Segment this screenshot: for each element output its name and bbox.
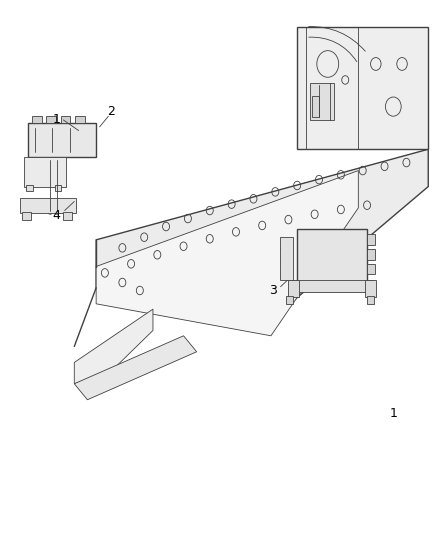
Bar [367, 264, 375, 274]
Bar [46, 116, 56, 123]
Text: 2: 2 [108, 106, 115, 118]
Bar [297, 229, 367, 282]
Bar [291, 280, 374, 292]
Bar [55, 185, 61, 191]
Bar [312, 96, 319, 117]
Bar [365, 280, 376, 297]
Bar [61, 116, 70, 123]
Bar [310, 83, 334, 120]
Bar [28, 123, 96, 157]
Text: 4: 4 [53, 209, 61, 222]
Polygon shape [96, 171, 358, 336]
Bar [367, 249, 375, 260]
Bar [24, 157, 66, 187]
Bar [286, 296, 293, 304]
Bar [367, 234, 375, 245]
Text: 3: 3 [269, 284, 277, 297]
Bar [367, 296, 374, 304]
Bar [288, 280, 299, 297]
Polygon shape [297, 27, 428, 149]
Bar [20, 198, 76, 213]
Bar [63, 212, 72, 220]
Polygon shape [74, 309, 153, 384]
Bar [280, 237, 293, 280]
Text: 1: 1 [53, 114, 61, 126]
Bar [32, 116, 42, 123]
Polygon shape [96, 149, 428, 320]
Bar [26, 185, 33, 191]
Text: 1: 1 [389, 407, 397, 419]
Bar [75, 116, 85, 123]
Polygon shape [74, 336, 197, 400]
Bar [22, 212, 31, 220]
